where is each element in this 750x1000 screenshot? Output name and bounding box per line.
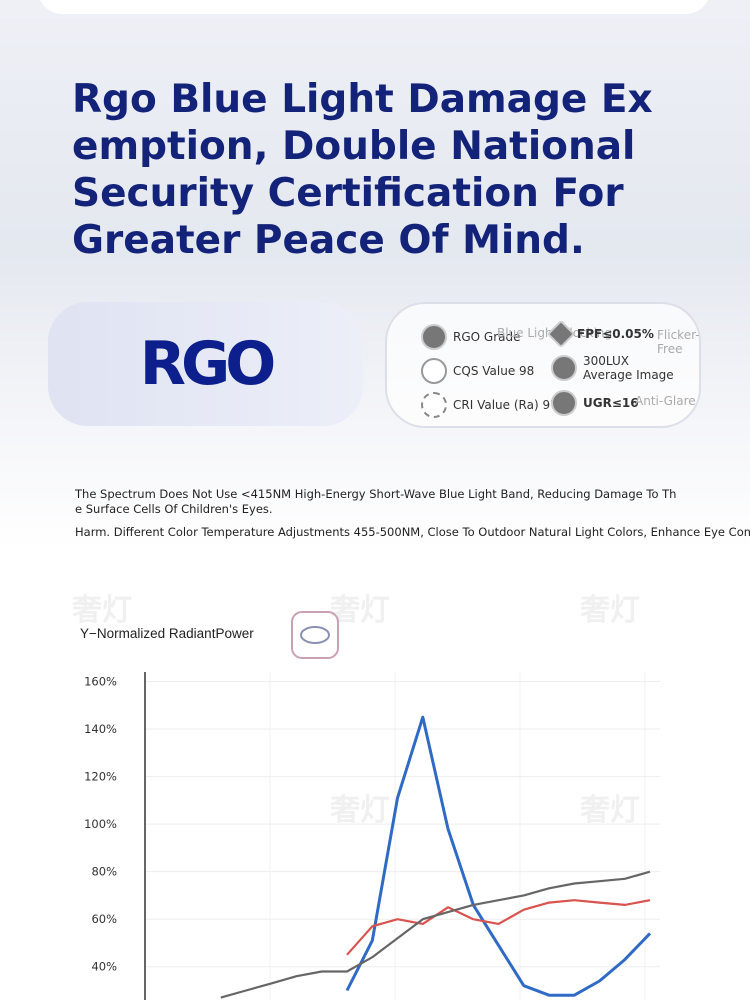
y-tick-label: 100% [84, 817, 117, 831]
series-line [346, 899, 651, 956]
cert-item: RGO Grade [421, 324, 520, 350]
cert-item: FPF≤0.05% [546, 319, 654, 349]
cert-item: CRI Value (Ra) 97 [421, 392, 558, 418]
y-tick-label: 140% [84, 722, 117, 736]
y-tick-label: 40% [91, 960, 117, 974]
rgo-logo: RGO [139, 329, 276, 399]
watermark: 奢灯 [580, 793, 640, 828]
watermark: 奢灯 [330, 793, 390, 828]
cert-item: CQS Value 98 [421, 358, 534, 384]
eye-icon [300, 626, 330, 644]
headline: Rgo Blue Light Damage Exemption, Double … [72, 77, 653, 263]
y-tick-label: 120% [84, 770, 117, 784]
eye-icon [291, 611, 339, 659]
rgo-badge: RGO [48, 302, 363, 426]
description: The Spectrum Does Not Use <415NM High-En… [75, 487, 677, 516]
chart: Y−Normalized RadiantPower 40% 60% 80% 100% 1… [80, 611, 660, 1000]
top-card [38, 0, 710, 14]
cert-label: CQS Value 98 [453, 364, 535, 378]
plot-area [220, 715, 652, 999]
y-tick-label: 160% [84, 675, 117, 689]
cert-label: UGR≤16 [583, 396, 639, 410]
cert-note: Anti-Glare [635, 394, 696, 408]
cert-label: CRI Value (Ra) 97 [453, 398, 558, 412]
cert-label: 300LUX Average Image [583, 354, 674, 382]
watermark: 奢灯 [72, 593, 132, 628]
series-line [345, 715, 652, 997]
chart-title: Y−Normalized RadiantPower [80, 626, 254, 641]
cert-panel: RGO Grade Blue Light Blocking FPF≤0.05% … [385, 302, 701, 428]
y-tick-label: 60% [91, 912, 117, 926]
description: Harm. Different Color Temperature Adjust… [75, 525, 750, 539]
series-line [220, 870, 651, 999]
cert-note: Flicker-Free [657, 328, 700, 356]
cert-item: 300LUX Average Image [551, 354, 681, 382]
watermark: 奢灯 [330, 593, 390, 628]
cert-label: RGO Grade [453, 330, 521, 344]
y-tick-label: 80% [91, 865, 117, 879]
watermark: 奢灯 [580, 593, 640, 628]
cert-label: FPF≤0.05% [577, 327, 654, 341]
cert-item: UGR≤16 [551, 390, 639, 416]
